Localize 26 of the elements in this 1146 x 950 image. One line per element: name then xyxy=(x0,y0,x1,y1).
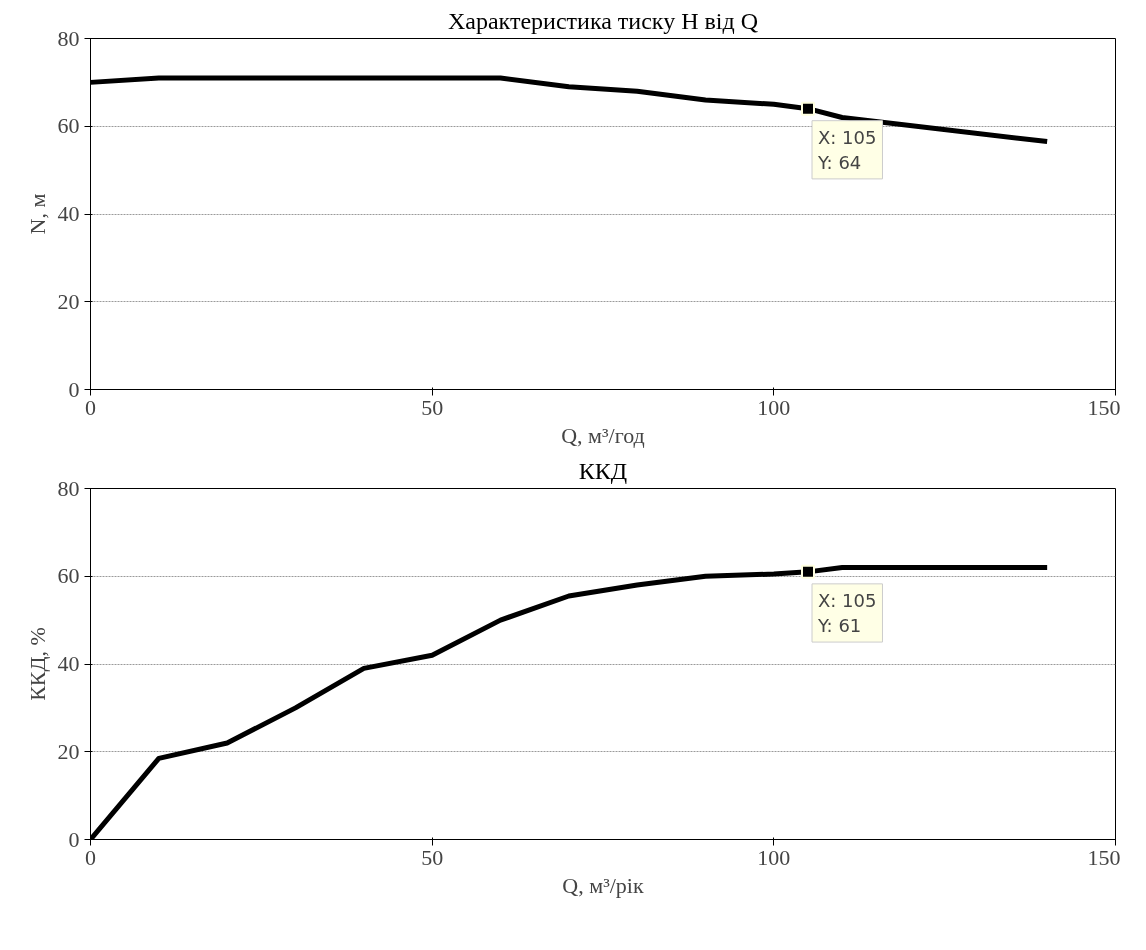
x-tick-label: 150 xyxy=(1087,844,1121,870)
y-tick-label: 0 xyxy=(68,826,80,852)
x-axis-title: Q, м³/рік xyxy=(562,872,644,898)
y-tick-label: 20 xyxy=(57,738,80,764)
annotation: X: 105 Y: 61 xyxy=(817,589,877,637)
y-tick-label: 20 xyxy=(57,288,80,314)
chart-title: ККД xyxy=(578,457,628,484)
x-tick-label: 150 xyxy=(1087,394,1121,420)
x-tick-label: 50 xyxy=(421,844,444,870)
x-axis-title: Q, м³/год xyxy=(561,422,645,448)
y-tick-label: 40 xyxy=(57,201,80,226)
annotation: X: 105 Y: 64 xyxy=(817,126,877,173)
y-axis-title: ККД, % xyxy=(24,627,50,701)
x-tick-label: 100 xyxy=(757,394,791,420)
x-tick-label: 0 xyxy=(85,844,96,870)
y-axis-title: N, м xyxy=(24,193,50,235)
y-tick-label: 60 xyxy=(57,113,80,139)
y-tick-label: 80 xyxy=(57,475,80,501)
y-tick-label: 40 xyxy=(57,651,80,676)
y-tick-label: 60 xyxy=(57,563,80,589)
y-tick-label: 0 xyxy=(68,376,80,402)
x-tick-label: 100 xyxy=(757,844,791,870)
y-tick-label: 80 xyxy=(57,25,80,51)
x-tick-label: 0 xyxy=(85,394,96,420)
x-tick-label: 50 xyxy=(421,394,444,420)
chart-title: Характеристика тиску Н від Q xyxy=(447,7,759,34)
